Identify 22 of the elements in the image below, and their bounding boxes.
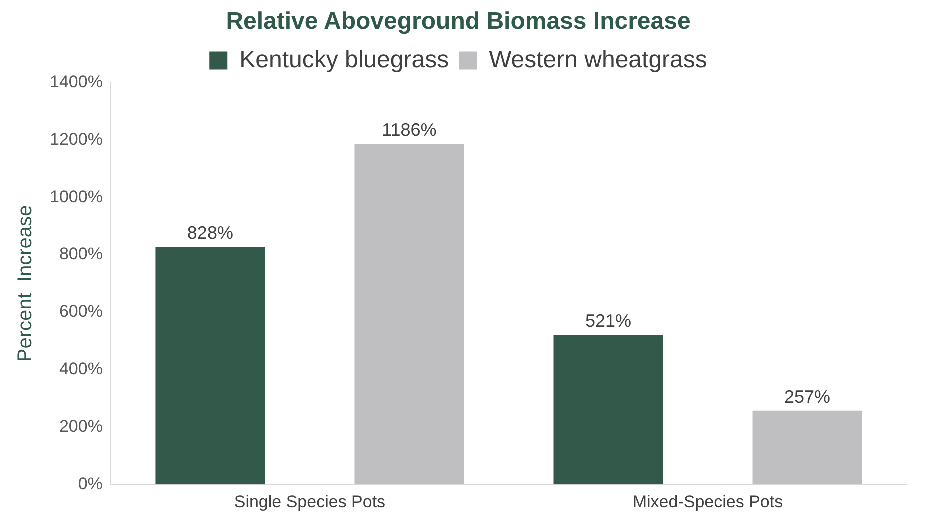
bar	[354, 144, 464, 485]
legend-label: Western wheatgrass	[489, 46, 708, 74]
y-tick-label: 1200%	[50, 130, 103, 149]
y-tick-label: 1000%	[50, 187, 103, 206]
bar	[156, 246, 266, 485]
data-label: 1186%	[382, 120, 437, 140]
data-label: 257%	[784, 386, 831, 407]
y-tick-label: 0%	[78, 474, 103, 494]
bar	[554, 335, 664, 485]
bar	[752, 410, 862, 485]
y-tick-label: 400%	[59, 359, 103, 378]
x-tick-label: Single Species Pots	[234, 492, 386, 512]
y-tick-label: 200%	[59, 416, 103, 436]
y-tick-label: 600%	[59, 302, 103, 322]
chart-title: Relative Aboveground Biomass Increase	[226, 8, 691, 36]
x-tick-label: Mixed-Species Pots	[632, 492, 784, 512]
legend-label: Kentucky bluegrass	[240, 46, 450, 74]
y-tick-label: 1400%	[50, 72, 103, 92]
data-label: 828%	[187, 222, 234, 243]
y-tick-label: 800%	[59, 244, 103, 264]
data-label: 521%	[585, 311, 632, 332]
y-axis-title: Percent Increase	[14, 205, 37, 362]
